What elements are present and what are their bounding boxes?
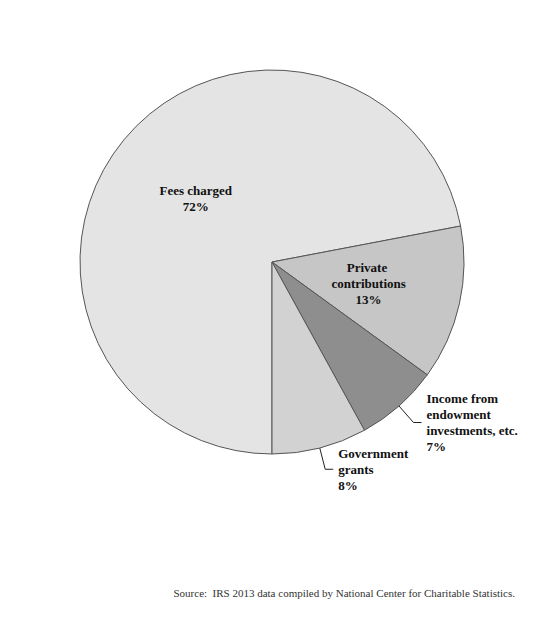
svg-text:7%: 7% xyxy=(427,439,447,454)
svg-text:13%: 13% xyxy=(356,292,382,307)
svg-text:investments, etc.: investments, etc. xyxy=(427,423,518,438)
svg-text:endowment: endowment xyxy=(427,407,495,422)
svg-text:Private: Private xyxy=(347,260,391,275)
svg-text:contributions: contributions xyxy=(331,276,405,291)
svg-text:72%: 72% xyxy=(183,199,209,214)
svg-text:8%: 8% xyxy=(338,478,358,493)
svg-text:Fees charged: Fees charged xyxy=(159,183,232,198)
svg-text:Government: Government xyxy=(338,446,411,461)
svg-text:Source: IRS 2013 data compile: Source: IRS 2013 data compiled by Nation… xyxy=(173,587,515,599)
svg-text:grants: grants xyxy=(338,462,373,477)
svg-text:Income from: Income from xyxy=(427,391,502,406)
